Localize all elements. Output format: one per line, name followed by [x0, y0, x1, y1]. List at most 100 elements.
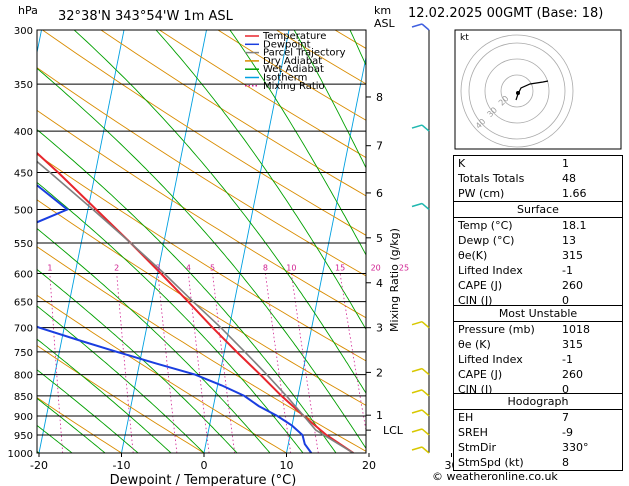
x-axis-label: Dewpoint / Temperature (°C) — [110, 473, 297, 486]
mixing-ratio-label: 3 — [155, 264, 160, 273]
index-row-totals: Totals Totals 48 — [458, 172, 576, 185]
pressure-tick-label: 600 — [14, 270, 33, 281]
mu-row: CIN (J) 0 — [458, 383, 569, 396]
hodo-row: SREH -9 — [458, 426, 573, 439]
surface-row: Dewp (°C) 13 — [458, 234, 576, 247]
wind-barb-feather — [411, 320, 423, 326]
hodo-row: StmDir 330° — [458, 441, 589, 454]
mixing-ratio-line — [265, 273, 292, 453]
wet-adiabat-line — [37, 268, 238, 453]
hpa-label: hPa — [18, 4, 38, 17]
mixing-ratio-label: 20 — [371, 264, 381, 273]
temperature-tick-label: -10 — [113, 459, 131, 472]
series-temperature — [37, 151, 354, 453]
wet-adiabat-line — [37, 305, 205, 453]
hodograph-table-panel: Hodograph EH 7 SREH -9 StmDir 330° StmSpd (… — [453, 393, 623, 471]
wet-adiabat-line — [37, 338, 172, 453]
footer-credit: © weatheronline.co.uk — [432, 470, 558, 483]
isobar-lines — [37, 29, 366, 454]
mixing-ratio-line — [157, 273, 178, 453]
dry-adiabat-line — [37, 344, 205, 453]
hodograph-ring — [484, 58, 550, 124]
dry-adiabat-line — [37, 397, 122, 453]
wind-barb-feather — [411, 428, 423, 433]
km-tick-label: LCL — [383, 424, 404, 437]
dry-adiabat-line — [37, 294, 287, 453]
mixing-ratio-label: 25 — [399, 264, 409, 273]
profile-series — [37, 151, 354, 453]
pressure-tick-label: 750 — [14, 348, 33, 359]
km-tick-label: 3 — [376, 322, 383, 335]
mu-row: Lifted Index -1 — [458, 353, 573, 366]
wet-adiabat-line — [229, 30, 366, 256]
wet-adiabat-line — [293, 30, 366, 169]
mixing-ratio-line — [49, 273, 64, 453]
wind-barb — [421, 368, 430, 376]
most-unstable-title: Most Unstable — [498, 307, 578, 320]
wind-barbs — [411, 23, 430, 454]
wind-barb-feather — [411, 202, 423, 208]
legend-entry: Temperature — [262, 31, 326, 42]
temperature-tick-label: 10 — [280, 459, 294, 472]
mixing-ratio-line — [116, 273, 134, 453]
pressure-tick-label: 550 — [14, 239, 33, 250]
series-dewpoint — [37, 183, 313, 453]
pressure-tick-label: 350 — [14, 80, 33, 91]
wind-barb — [421, 23, 430, 31]
legend-entry: Dewpoint — [263, 39, 311, 50]
legend-entry: Isotherm — [263, 73, 307, 84]
pressure-axis: 300 350 400 450 500 550 600 650 700 750 800 850 900 9… — [8, 26, 33, 460]
dry-adiabat-line — [159, 30, 366, 159]
mixing-ratio-label: 2 — [114, 264, 119, 273]
wind-barb-feather — [411, 389, 423, 394]
km-label: km — [374, 4, 391, 17]
pressure-tick-label: 500 — [14, 205, 33, 216]
storm-motion-marker — [516, 91, 520, 95]
km-tick-label: 7 — [376, 140, 383, 153]
pressure-tick-label: 900 — [14, 412, 33, 423]
temperature-tick-label: 0 — [201, 459, 208, 472]
wind-barb — [421, 446, 430, 454]
surface-row: CIN (J) 0 — [458, 294, 569, 307]
km-tick-label: 8 — [376, 91, 383, 104]
surface-panel: Surface Temp (°C) 18.1 Dewp (°C) 13 θe(K) 3… — [453, 201, 623, 309]
isotherm-line — [38, 30, 125, 453]
plot-frame — [36, 29, 367, 454]
surface-row: θe(K) 315 — [458, 249, 583, 262]
wind-barb — [421, 428, 430, 436]
mixing-ratio-line — [188, 273, 210, 453]
isotherm-line — [203, 30, 290, 453]
wind-barb — [421, 389, 430, 397]
temperature-tick-label: 20 — [362, 459, 376, 472]
pressure-tick-label: 1000 — [8, 449, 33, 460]
legend-entry: Mixing Ratio — [263, 81, 325, 92]
surface-row: Lifted Index -1 — [458, 264, 573, 277]
wet-adiabat-line — [37, 369, 139, 453]
legend-entry: Wet Adiabat — [263, 64, 324, 75]
wind-barb — [421, 202, 430, 211]
surface-row: Temp (°C) 18.1 — [458, 219, 587, 232]
km-tick-label: 5 — [376, 232, 383, 245]
dry-adiabat-line — [37, 67, 366, 277]
wind-barb-feather — [411, 367, 423, 373]
mixing-ratio-label: 15 — [335, 264, 345, 273]
hodo-row: EH 7 — [458, 411, 569, 424]
hodograph-frame — [454, 29, 622, 150]
mixing-ratio-line — [404, 274, 438, 454]
wet-adiabat-line — [37, 67, 366, 450]
isotherm-line — [121, 30, 207, 453]
mixing-ratio-label: 5 — [210, 264, 215, 273]
dry-adiabat-line — [100, 30, 366, 197]
hodograph-ring — [468, 42, 566, 140]
surface-title: Surface — [517, 203, 559, 216]
hodograph-kt-label: kt — [460, 33, 469, 43]
hodo-row: StmSpd (kt) 8 — [458, 456, 569, 469]
surface-row: CAPE (J) 260 — [458, 279, 583, 292]
mixing-ratio-line — [212, 273, 236, 453]
pressure-tick-label: 700 — [14, 324, 33, 335]
